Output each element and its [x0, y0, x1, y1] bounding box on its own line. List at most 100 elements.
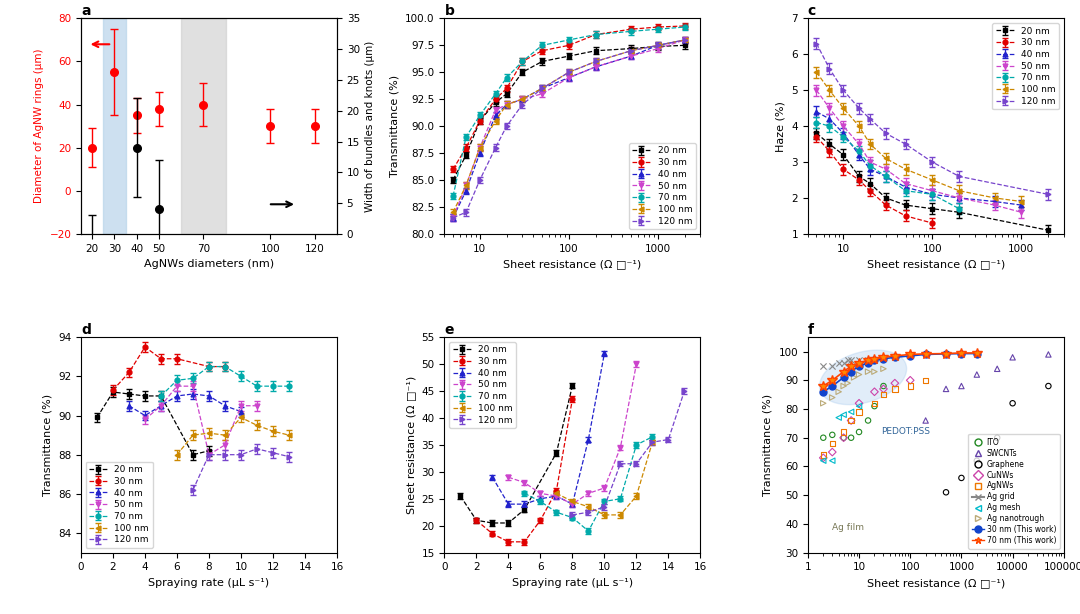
30 nm (This work) [904, 352, 917, 360]
30 nm (This work) [852, 362, 865, 370]
70 nm (This work) [868, 355, 881, 362]
Ag grid [824, 361, 841, 371]
30 nm (This work) [816, 388, 829, 395]
Ag mesh [850, 401, 867, 411]
Text: c: c [808, 4, 816, 18]
Legend: 20 nm, 30 nm, 40 nm, 50 nm, 70 nm, 100 nm, 120 nm: 20 nm, 30 nm, 40 nm, 50 nm, 70 nm, 100 n… [629, 143, 696, 229]
AgNWs [866, 398, 883, 408]
Graphene [953, 473, 970, 483]
Ag mesh [842, 407, 860, 417]
Ag nanotrough [875, 364, 892, 374]
Text: PEDOT:PSS: PEDOT:PSS [881, 427, 930, 437]
Legend: 20 nm, 30 nm, 40 nm, 50 nm, 70 nm, 100 nm, 120 nm: 20 nm, 30 nm, 40 nm, 50 nm, 70 nm, 100 n… [85, 462, 152, 548]
ITO [814, 433, 832, 443]
Ag nanotrough [866, 367, 883, 376]
Ag nanotrough [846, 373, 863, 383]
Graphene [1040, 381, 1057, 391]
70 nm (This work) [940, 350, 953, 357]
CuNWs [902, 375, 919, 385]
X-axis label: Sheet resistance (Ω □⁻¹): Sheet resistance (Ω □⁻¹) [867, 259, 1005, 269]
CuNWs [875, 384, 892, 394]
70 nm (This work) [955, 349, 968, 357]
Y-axis label: Transmittance (%): Transmittance (%) [762, 394, 773, 496]
Line: 70 nm (This work): 70 nm (This work) [819, 348, 982, 391]
Ag nanotrough [835, 381, 852, 391]
Graphene [988, 433, 1005, 443]
Ag mesh [831, 413, 848, 422]
30 nm (This work) [955, 350, 968, 357]
AgNWs [902, 381, 919, 391]
AgNWs [814, 450, 832, 460]
30 nm (This work) [919, 351, 932, 358]
30 nm (This work) [845, 368, 858, 375]
Y-axis label: Transmittance (%): Transmittance (%) [390, 75, 400, 177]
SWCNTs [988, 364, 1005, 374]
SWCNTs [937, 384, 955, 394]
SWCNTs [1004, 352, 1022, 362]
Legend: ITO, SWCNTs, Graphene, CuNWs, AgNWs, Ag grid, Ag mesh, Ag nanotrough, 30 nm (Thi: ITO, SWCNTs, Graphene, CuNWs, AgNWs, Ag … [969, 434, 1059, 549]
70 nm (This work) [877, 354, 890, 361]
AgNWs [842, 416, 860, 426]
70 nm (This work) [889, 352, 902, 360]
Text: Ag film: Ag film [833, 523, 864, 532]
SWCNTs [953, 381, 970, 391]
AgNWs [824, 438, 841, 448]
ITO [875, 381, 892, 391]
30 nm (This work) [862, 359, 875, 367]
CuNWs [842, 416, 860, 426]
30 nm (This work) [877, 355, 890, 362]
AgNWs [835, 427, 852, 437]
Y-axis label: Width of bundles and knots (μm): Width of bundles and knots (μm) [365, 41, 376, 212]
Bar [181, 18, 226, 234]
Ag grid [866, 356, 883, 365]
SWCNTs [1040, 349, 1057, 359]
X-axis label: Sheet resistance (Ω □⁻¹): Sheet resistance (Ω □⁻¹) [503, 259, 642, 269]
Ag nanotrough [850, 370, 867, 379]
Ag mesh [835, 410, 852, 419]
30 nm (This work) [889, 354, 902, 361]
CuNWs [814, 453, 832, 463]
Ag nanotrough [860, 367, 877, 376]
Ag grid [814, 361, 832, 371]
CuNWs [866, 387, 883, 397]
Ag grid [860, 356, 877, 365]
70 nm (This work) [837, 368, 850, 375]
Y-axis label: Haze (%): Haze (%) [775, 101, 786, 152]
X-axis label: Sheet resistance (Ω □⁻¹): Sheet resistance (Ω □⁻¹) [867, 578, 1005, 588]
70 nm (This work) [826, 376, 839, 384]
Text: b: b [445, 4, 455, 18]
Ag grid [831, 358, 848, 368]
Ag nanotrough [839, 378, 856, 388]
X-axis label: Spraying rate (μL s⁻¹): Spraying rate (μL s⁻¹) [512, 578, 633, 588]
30 nm (This work) [940, 350, 953, 357]
Ag mesh [814, 456, 832, 465]
Ag mesh [824, 456, 841, 465]
Ag nanotrough [814, 398, 832, 408]
30 nm (This work) [868, 357, 881, 364]
Graphene [1004, 398, 1022, 408]
ITO [835, 433, 852, 443]
70 nm (This work) [845, 362, 858, 370]
X-axis label: AgNWs diameters (nm): AgNWs diameters (nm) [144, 259, 274, 269]
Ag nanotrough [824, 392, 841, 402]
30 nm (This work) [837, 374, 850, 381]
Polygon shape [820, 350, 906, 405]
Bar [104, 18, 125, 234]
ITO [850, 427, 867, 437]
CuNWs [835, 433, 852, 443]
Text: d: d [81, 323, 91, 337]
70 nm (This work) [816, 383, 829, 390]
Y-axis label: Transmittance (%): Transmittance (%) [42, 394, 53, 496]
Legend: 20 nm, 30 nm, 40 nm, 50 nm, 70 nm, 100 nm, 120 nm: 20 nm, 30 nm, 40 nm, 50 nm, 70 nm, 100 n… [449, 342, 516, 428]
Text: a: a [81, 4, 91, 18]
Ag grid [839, 356, 856, 365]
70 nm (This work) [970, 349, 983, 357]
Y-axis label: Sheet resistance (Ω □⁻¹): Sheet resistance (Ω □⁻¹) [406, 376, 416, 514]
SWCNTs [968, 370, 985, 379]
ITO [842, 433, 860, 443]
Ag grid [842, 356, 860, 365]
Ag grid [850, 356, 867, 365]
Y-axis label: Diameter of AgNW rings (μm): Diameter of AgNW rings (μm) [33, 49, 44, 203]
Ag grid [835, 358, 852, 368]
Legend: 20 nm, 30 nm, 40 nm, 50 nm, 70 nm, 100 nm, 120 nm: 20 nm, 30 nm, 40 nm, 50 nm, 70 nm, 100 n… [993, 23, 1059, 109]
